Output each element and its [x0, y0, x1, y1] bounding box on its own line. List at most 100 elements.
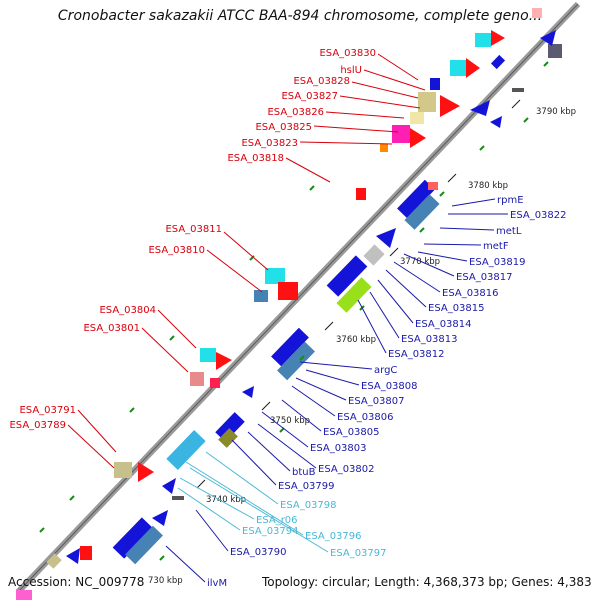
- callout-line: [185, 461, 304, 536]
- gene-label: ESA_03811: [165, 224, 222, 235]
- callout-line: [205, 451, 279, 505]
- tick-label: 3740 kbp: [206, 495, 246, 505]
- gene-label: ESA_03805: [323, 427, 380, 438]
- callout-line: [231, 439, 277, 486]
- callout-line: [403, 253, 455, 277]
- callout-line: [299, 141, 393, 145]
- gene-label: argC: [374, 365, 397, 376]
- callout-line: [177, 487, 241, 531]
- feature-glyphs: [16, 8, 562, 600]
- gene-label: ESA_03791: [19, 405, 76, 416]
- gene-label: ESA_03790: [230, 547, 287, 558]
- callout-line: [369, 291, 400, 339]
- callout-line: [299, 361, 373, 370]
- tick-labels: 3790 kbp 3780 kbp 3770 kbp 3760 kbp 3750…: [148, 107, 576, 586]
- gene-label: ESA_r06: [256, 515, 298, 526]
- callout-line: [206, 249, 263, 293]
- gene-label: metF: [483, 241, 509, 252]
- callout-line: [385, 269, 427, 308]
- callout-line: [439, 227, 495, 231]
- callout-line: [423, 243, 482, 246]
- callout-line: [295, 377, 347, 401]
- callout-line: [393, 261, 441, 293]
- left-gene-labels: ESA_03830 hslU ESA_03828 ESA_03827 ESA_0…: [9, 48, 376, 431]
- gene-label: ESA_03825: [255, 122, 312, 133]
- gene-label: hslU: [340, 65, 362, 76]
- callout-line: [377, 279, 414, 324]
- callout-line: [195, 509, 229, 552]
- gene-label: ESA_03819: [469, 257, 526, 268]
- right-callout-lines: [165, 198, 508, 583]
- callout-line: [351, 81, 419, 99]
- gene-label: ESA_03828: [293, 76, 350, 87]
- gene-label: ESA_03817: [456, 272, 513, 283]
- gene-label: ESA_03827: [281, 91, 338, 102]
- gene-label: ESA_03806: [337, 412, 394, 423]
- gene-label: ilvM: [207, 578, 227, 589]
- callout-line: [165, 545, 206, 583]
- callout-line: [451, 198, 496, 207]
- callout-line: [247, 431, 291, 472]
- gene-label: ESA_03797: [330, 548, 387, 559]
- accession-text: Accession: NC_009778: [8, 575, 145, 589]
- gene-label: rpmE: [497, 195, 524, 206]
- callout-line: [325, 111, 405, 119]
- gene-label: ESA_03822: [510, 210, 567, 221]
- callout-line: [257, 423, 317, 469]
- callout-line: [179, 477, 255, 520]
- gene-label: ESA_03789: [9, 420, 66, 431]
- gene-label: ESA_03802: [318, 464, 375, 475]
- callout-line: [189, 467, 329, 553]
- callout-line: [157, 309, 197, 349]
- left-callout-lines: [67, 53, 426, 469]
- gene-label: ESA_03798: [280, 500, 337, 511]
- callout-line: [339, 95, 421, 109]
- gene-label: ESA_03804: [99, 305, 156, 316]
- gene-label: ESA_03818: [227, 153, 284, 164]
- gene-label: ESA_03794: [242, 526, 299, 537]
- callout-line: [67, 424, 115, 469]
- gene-label: ESA_03808: [361, 381, 418, 392]
- gene-label: ESA_03803: [310, 443, 367, 454]
- callout-line: [313, 125, 399, 133]
- callout-line: [377, 53, 419, 81]
- gene-label: ESA_03812: [388, 349, 445, 360]
- callout-line: [281, 399, 322, 432]
- callout-line: [77, 409, 117, 453]
- gene-label: ESA_03816: [442, 288, 499, 299]
- map-title: Cronobacter sakazakii ATCC BAA-894 chrom…: [57, 8, 543, 24]
- tick-label: 3790 kbp: [536, 107, 576, 117]
- gene-label: ESA_03801: [83, 323, 140, 334]
- gene-label: ESA_03810: [148, 245, 205, 256]
- gene-label: metL: [496, 226, 522, 237]
- gene-label: ESA_03830: [319, 48, 376, 59]
- callout-line: [141, 327, 189, 373]
- callout-line: [261, 411, 309, 448]
- gene-label: ESA_03815: [428, 303, 485, 314]
- gene-label: ESA_03807: [348, 396, 405, 407]
- gene-label: ESA_03814: [415, 319, 472, 330]
- callout-line: [417, 251, 468, 262]
- callout-line: [285, 157, 331, 183]
- gene-label: ESA_03796: [305, 531, 362, 542]
- gene-label: ESA_03826: [267, 107, 324, 118]
- gene-label: ESA_03799: [278, 481, 335, 492]
- tick-marks: [196, 99, 521, 489]
- right-gene-labels: rpmE ESA_03822 metL metF ESA_03819 ESA_0…: [207, 195, 567, 589]
- tick-label: 3770 kbp: [400, 257, 440, 267]
- callout-line: [305, 369, 360, 386]
- gene-label: ESA_03823: [241, 138, 298, 149]
- tick-label: 3760 kbp: [336, 335, 376, 345]
- minor-ticks: [39, 61, 549, 561]
- callout-line: [363, 69, 426, 91]
- topology-text: Topology: circular; Length: 4,368,373 bp…: [262, 575, 592, 589]
- gene-label: ESA_03813: [401, 334, 458, 345]
- callout-line: [357, 299, 387, 354]
- gene-label: btuB: [292, 467, 316, 478]
- callout-line: [223, 231, 269, 271]
- tick-label: 3780 kbp: [468, 181, 508, 191]
- callout-line: [291, 385, 336, 417]
- tick-label: 3750 kbp: [270, 416, 310, 426]
- tick-label: 730 kbp: [148, 576, 183, 586]
